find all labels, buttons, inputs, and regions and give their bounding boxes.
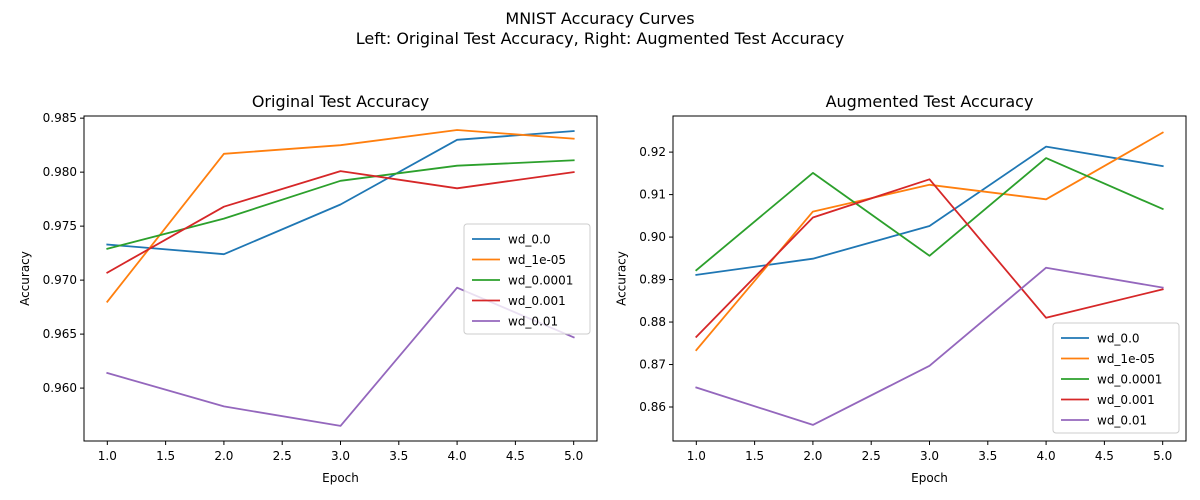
x-axis: 1.0 1.5 2.0 2.5 3.0 3.5 4.0 4.5 5.0 Epoch: [98, 441, 583, 485]
series-line-wd_1e-05: [695, 131, 1164, 352]
subplot-title: Augmented Test Accuracy: [826, 92, 1034, 111]
y-tick-label: 0.87: [639, 358, 666, 372]
x-tick-label: 4.0: [448, 449, 467, 463]
series-line-wd_0.0001: [695, 157, 1164, 272]
legend-label: wd_0.01: [1097, 414, 1147, 428]
legend: wd_0.0 wd_1e-05 wd_0.0001 wd_0.001 wd_0.01: [1052, 322, 1180, 434]
x-tick-label: 5.0: [1153, 449, 1172, 463]
legend-label: wd_0.01: [508, 315, 558, 329]
legend-label: wd_1e-05: [508, 253, 566, 267]
x-tick-label: 2.5: [273, 449, 292, 463]
y-axis: 0.86 0.87 0.88 0.89 0.90 0.91 0.92 Accuracy: [615, 145, 673, 414]
y-tick-label: 0.980: [43, 165, 77, 179]
x-tick-label: 3.5: [389, 449, 408, 463]
x-tick-label: 2.0: [214, 449, 233, 463]
y-tick-label: 0.965: [43, 327, 77, 341]
x-tick-label: 1.0: [687, 449, 706, 463]
x-tick-label: 1.0: [98, 449, 117, 463]
series-line-wd_0.0: [106, 130, 575, 256]
legend: wd_0.0 wd_1e-05 wd_0.0001 wd_0.001 wd_0.01: [463, 223, 591, 335]
x-tick-label: 5.0: [564, 449, 583, 463]
suptitle-line-1: MNIST Accuracy Curves: [505, 9, 695, 28]
series-lines: [695, 131, 1164, 426]
y-tick-label: 0.90: [639, 230, 666, 244]
y-tick-label: 0.92: [639, 145, 666, 159]
x-tick-label: 3.5: [978, 449, 997, 463]
legend-label: wd_0.0: [508, 233, 551, 247]
x-axis-label: Epoch: [911, 471, 948, 485]
legend-box: [1052, 322, 1180, 434]
y-tick-label: 0.86: [639, 400, 666, 414]
x-axis-label: Epoch: [322, 471, 359, 485]
y-tick-label: 0.89: [639, 273, 666, 287]
figure-suptitle: MNIST Accuracy Curves Left: Original Tes…: [0, 9, 1200, 49]
x-tick-label: 2.5: [862, 449, 881, 463]
legend-label: wd_0.0001: [508, 274, 573, 288]
legend-label: wd_1e-05: [1097, 352, 1155, 366]
series-line-wd_0.001: [695, 178, 1164, 339]
x-axis: 1.0 1.5 2.0 2.5 3.0 3.5 4.0 4.5 5.0 Epoch: [687, 441, 1172, 485]
y-tick-label: 0.960: [43, 381, 77, 395]
series-line-wd_0.001: [106, 170, 575, 274]
subplot-augmented: Augmented Test Accuracy 1.0 1.5 2.0 2.5 3.0 3.…: [615, 92, 1187, 485]
series-line-wd_0.01: [695, 266, 1164, 426]
series-lines: [106, 129, 575, 427]
x-tick-label: 3.0: [920, 449, 939, 463]
y-axis: 0.960 0.965 0.970 0.975 0.980 0.985 Accuracy: [18, 111, 84, 395]
legend-label: wd_0.001: [508, 294, 566, 308]
legend-label: wd_0.0001: [1097, 373, 1162, 387]
x-tick-label: 3.0: [331, 449, 350, 463]
legend-label: wd_0.0: [1097, 332, 1140, 346]
y-tick-label: 0.970: [43, 273, 77, 287]
y-tick-label: 0.985: [43, 111, 77, 125]
series-line-wd_1e-05: [106, 129, 575, 303]
x-tick-label: 1.5: [156, 449, 175, 463]
legend-box: [463, 223, 591, 335]
legend-label: wd_0.001: [1097, 393, 1155, 407]
x-tick-label: 4.5: [1095, 449, 1114, 463]
y-tick-label: 0.91: [639, 188, 666, 202]
y-axis-label: Accuracy: [615, 251, 629, 306]
x-tick-label: 2.0: [803, 449, 822, 463]
y-tick-label: 0.88: [639, 315, 666, 329]
x-tick-label: 4.0: [1037, 449, 1056, 463]
x-tick-label: 4.5: [506, 449, 525, 463]
series-line-wd_0.0: [695, 145, 1164, 276]
subplot-original: Original Test Accuracy 1.0 1.5 2.0 2.5 3.0 3.5…: [18, 92, 598, 485]
y-tick-label: 0.975: [43, 219, 77, 233]
suptitle-line-2: Left: Original Test Accuracy, Right: Aug…: [355, 29, 845, 48]
x-tick-label: 1.5: [745, 449, 764, 463]
subplot-title: Original Test Accuracy: [252, 92, 429, 111]
y-axis-label: Accuracy: [18, 251, 32, 306]
